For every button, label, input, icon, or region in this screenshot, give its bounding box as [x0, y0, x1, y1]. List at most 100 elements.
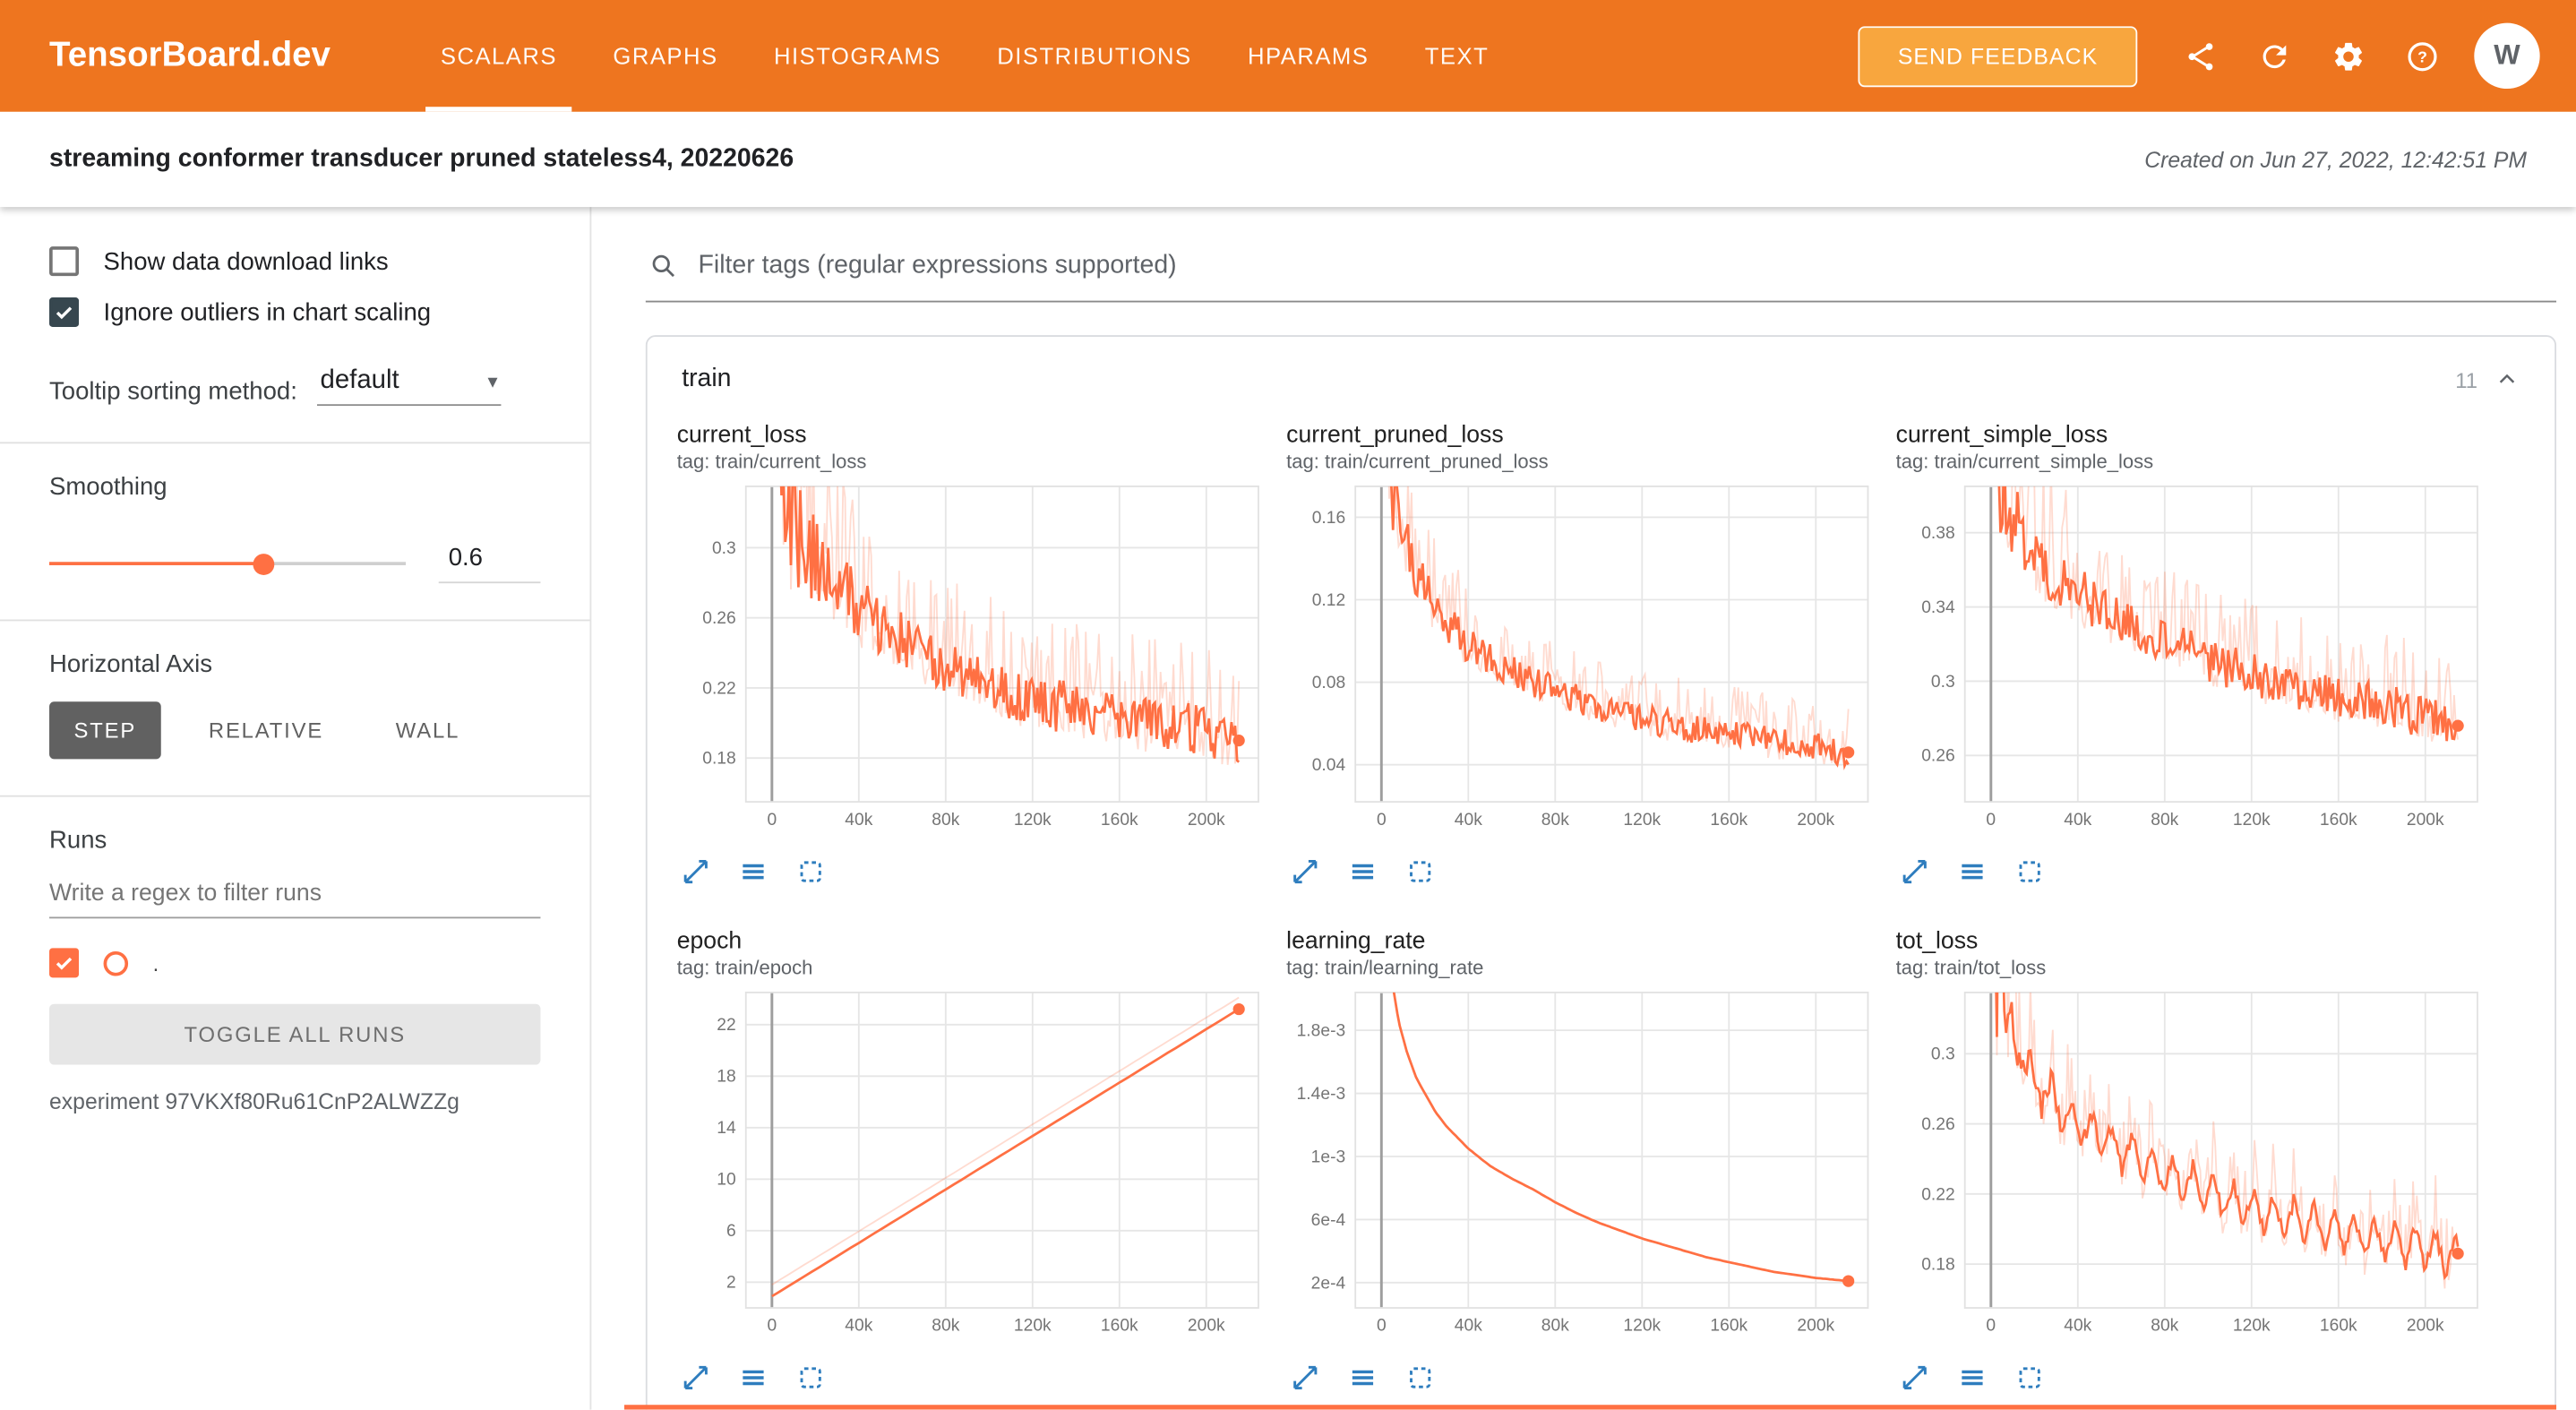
share-button[interactable]: [2168, 25, 2231, 88]
smoothing-slider-thumb[interactable]: [253, 554, 275, 575]
chevron-down-icon: ▾: [487, 369, 498, 393]
chart-tag: tag: train/current_loss: [676, 450, 867, 474]
svg-text:10: 10: [717, 1171, 735, 1190]
svg-text:1.4e-3: 1.4e-3: [1297, 1085, 1346, 1104]
smoothing-slider-fill: [49, 562, 263, 565]
line-chart[interactable]: 0.04 0.08 0.12 0.16 0 40k 80k 120k 160k 200k: [1284, 478, 1878, 847]
help-icon: ?: [2407, 41, 2436, 71]
step-button[interactable]: STEP: [49, 701, 161, 760]
fit-domain-button[interactable]: [2011, 853, 2047, 889]
svg-text:40k: 40k: [845, 811, 872, 830]
check-icon: [56, 957, 73, 970]
tab-scalars[interactable]: SCALARS: [413, 0, 586, 112]
svg-text:200k: 200k: [1797, 811, 1834, 830]
toggle-y-axis-button[interactable]: [1344, 853, 1379, 889]
chart-title: current_pruned_loss: [1286, 422, 1504, 449]
svg-text:0.34: 0.34: [1921, 598, 1955, 617]
tab-text[interactable]: TEXT: [1424, 42, 1490, 70]
tag-filter-input[interactable]: [694, 249, 2554, 283]
svg-text:80k: 80k: [2151, 811, 2178, 830]
send-feedback-button[interactable]: SEND FEEDBACK: [1858, 25, 2138, 87]
relative-button[interactable]: RELATIVE: [184, 701, 348, 759]
chart-card-learning-rate: learning_rate tag: train/learning_rate 2…: [1284, 928, 1878, 1395]
fit-domain-button[interactable]: [792, 1359, 828, 1395]
wall-button[interactable]: WALL: [371, 701, 484, 759]
settings-sidebar: Show data download links Ignore outliers…: [0, 207, 592, 1410]
line-chart[interactable]: 0.26 0.3 0.34 0.38 0 40k 80k 120k 160k 200k: [1893, 478, 2487, 847]
checkbox-ignore-outliers[interactable]: [49, 297, 80, 328]
runs-label: Runs: [49, 826, 107, 855]
svg-text:40k: 40k: [1455, 811, 1482, 830]
run-color-swatch[interactable]: [103, 950, 129, 976]
svg-text:160k: 160k: [2320, 811, 2357, 830]
fit-domain-button[interactable]: [792, 853, 828, 889]
svg-text:80k: 80k: [1541, 1317, 1569, 1336]
svg-text:120k: 120k: [1623, 811, 1661, 830]
tab-graphs[interactable]: GRAPHS: [613, 42, 718, 70]
svg-text:80k: 80k: [2151, 1317, 2178, 1336]
tab-histograms[interactable]: HISTOGRAMS: [774, 42, 941, 70]
svg-text:200k: 200k: [1188, 1317, 1225, 1336]
fit-domain-button[interactable]: [1402, 1359, 1438, 1395]
dashed-box-icon: [799, 860, 820, 881]
expand-chart-button[interactable]: [677, 853, 713, 889]
chart-tag: tag: train/epoch: [676, 956, 813, 980]
toggle-y-axis-button[interactable]: [734, 1359, 770, 1395]
chart-toolbar: [1284, 1359, 1878, 1395]
tab-hparams[interactable]: HPARAMS: [1248, 42, 1370, 70]
svg-text:0: 0: [1986, 1317, 1996, 1336]
train-group-card: train 11 current_loss tag: train/current…: [645, 335, 2557, 1410]
fit-domain-button[interactable]: [1402, 853, 1438, 889]
tab-distributions[interactable]: DISTRIBUTIONS: [997, 42, 1192, 70]
chevron-up-icon[interactable]: [2494, 366, 2520, 392]
dashed-box-icon: [1409, 860, 1430, 881]
svg-text:0.18: 0.18: [1921, 1256, 1954, 1275]
expand-chart-button[interactable]: [1896, 1359, 1932, 1395]
svg-text:18: 18: [717, 1068, 735, 1087]
line-chart[interactable]: 0.18 0.22 0.26 0.3 0 40k 80k 120k 160k 200k: [674, 478, 1268, 847]
line-chart[interactable]: 2 6 10 14 18 22 0 40k 80k 120k 160k 200k: [674, 984, 1268, 1353]
help-button[interactable]: ?: [2391, 25, 2453, 88]
expand-chart-button[interactable]: [1896, 853, 1932, 889]
tooltip-sorting-select[interactable]: default ▾: [316, 366, 502, 407]
show-download-label: Show data download links: [103, 247, 389, 276]
expand-icon: [1292, 859, 1317, 883]
svg-text:1e-3: 1e-3: [1311, 1148, 1346, 1166]
line-chart[interactable]: 0.18 0.22 0.26 0.3 0 40k 80k 120k 160k 200k: [1893, 984, 2487, 1353]
tooltip-sorting-label: Tooltip sorting method:: [49, 377, 297, 407]
smoothing-slider[interactable]: [49, 552, 407, 575]
brand-title[interactable]: TensorBoard.dev: [49, 36, 331, 74]
runs-filter-input[interactable]: [49, 871, 541, 919]
tooltip-sorting-value: default: [320, 366, 399, 395]
svg-text:6: 6: [726, 1222, 736, 1241]
svg-text:200k: 200k: [1797, 1317, 1834, 1336]
settings-button[interactable]: [2316, 25, 2379, 88]
smoothing-value[interactable]: 0.6: [438, 544, 541, 584]
toggle-y-axis-button[interactable]: [1344, 1359, 1379, 1395]
run-checkbox[interactable]: [49, 948, 80, 978]
refresh-button[interactable]: [2243, 25, 2306, 88]
toggle-y-axis-button[interactable]: [734, 853, 770, 889]
chart-tag: tag: train/current_pruned_loss: [1286, 450, 1549, 474]
smoothing-label: Smoothing: [49, 473, 167, 502]
horizontal-lines-icon: [1961, 1369, 1982, 1385]
divider: [0, 619, 590, 622]
avatar[interactable]: W: [2474, 22, 2540, 90]
expand-chart-button[interactable]: [677, 1359, 713, 1395]
chart-toolbar: [674, 1359, 1268, 1395]
svg-text:0: 0: [767, 811, 777, 830]
svg-text:160k: 160k: [1710, 1317, 1747, 1336]
line-chart[interactable]: 2e-4 6e-4 1e-3 1.4e-3 1.8e-3 0 40k 80k 120k 160k 2…: [1284, 984, 1878, 1353]
svg-text:0.22: 0.22: [702, 679, 735, 698]
svg-text:0.26: 0.26: [1921, 747, 1954, 766]
fit-domain-button[interactable]: [2011, 1359, 2047, 1395]
content: Show data download links Ignore outliers…: [0, 207, 2576, 1410]
toggle-all-runs-button[interactable]: TOGGLE ALL RUNS: [49, 1003, 541, 1065]
group-header[interactable]: train 11: [670, 337, 2531, 419]
toggle-y-axis-button[interactable]: [1953, 853, 1989, 889]
toggle-y-axis-button[interactable]: [1953, 1359, 1989, 1395]
svg-text:0.3: 0.3: [1931, 1045, 1955, 1064]
expand-chart-button[interactable]: [1286, 853, 1322, 889]
checkbox-show-download[interactable]: [49, 246, 80, 277]
expand-chart-button[interactable]: [1286, 1359, 1322, 1395]
